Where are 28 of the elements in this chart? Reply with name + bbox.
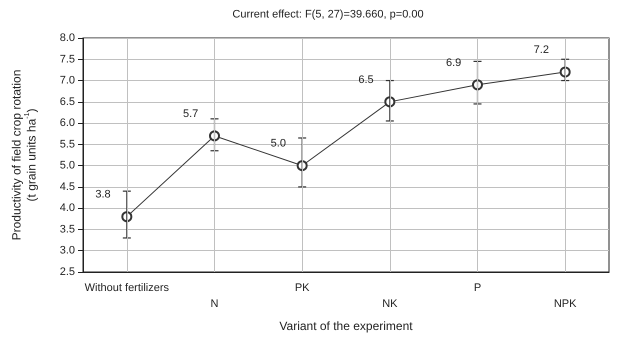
- y-tick-label: 5.0: [60, 160, 75, 172]
- y-tick-label: 3.0: [60, 244, 75, 257]
- data-label: 3.8: [95, 188, 111, 201]
- point: [472, 79, 483, 90]
- y-tick-label: 7.0: [60, 74, 75, 87]
- y-tick-label: 8.0: [60, 32, 75, 44]
- y-tick-label: 7.5: [60, 53, 75, 66]
- y-tick-label: 5.5: [60, 138, 75, 150]
- x-tick-label: N: [210, 298, 219, 310]
- x-tick-label: NPK: [554, 298, 578, 310]
- x-tick-label: PK: [294, 282, 310, 294]
- x-axis-title: Variant of the experiment: [279, 319, 414, 333]
- y-tick-label: 4.0: [60, 202, 75, 214]
- y-tick-label: 6.0: [60, 117, 75, 130]
- data-label: 5.7: [183, 108, 198, 120]
- data-label: 5.0: [270, 138, 286, 150]
- y-tick-label: 6.5: [60, 96, 75, 108]
- x-tick-label: Without fertilizers: [84, 282, 170, 294]
- y-tick-label: 2.5: [60, 266, 75, 278]
- data-label: 7.2: [534, 44, 549, 56]
- data-label: 6.9: [446, 56, 462, 69]
- y-tick-label: 3.5: [60, 223, 75, 236]
- data-label: 6.5: [358, 74, 374, 86]
- y-tick-label: 4.5: [60, 180, 75, 193]
- x-tick-label: P: [474, 282, 482, 294]
- chart-title: Current effect: F(5, 27)=39.660, p=0.00: [232, 8, 424, 20]
- x-tick-label: NK: [382, 298, 398, 310]
- point: [209, 130, 220, 142]
